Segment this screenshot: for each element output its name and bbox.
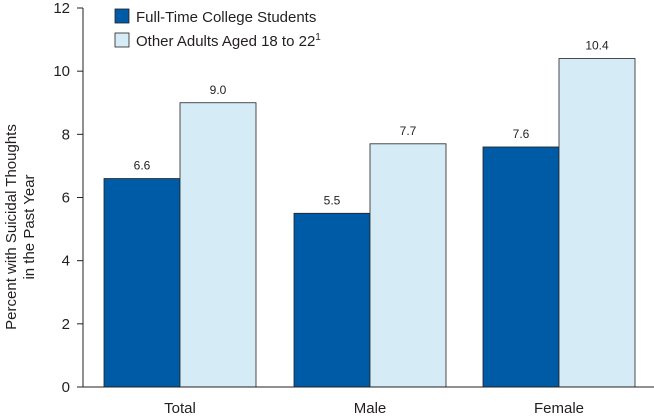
legend-swatch-other [114, 32, 130, 48]
y-tick-label: 8 [62, 126, 70, 143]
y-axis-title-line-2: in the Past Year [21, 174, 38, 279]
data-label: 7.7 [400, 124, 417, 138]
y-tick-label: 6 [62, 190, 70, 207]
legend-superscript: 1 [315, 32, 321, 43]
bar-total-series-2 [179, 102, 257, 388]
legend: Full-Time College Students Other Adults … [114, 8, 321, 50]
y-tick-label: 4 [62, 253, 70, 270]
bar-male-series-1 [293, 212, 371, 388]
y-tick-label: 2 [62, 316, 70, 333]
y-tick-label: 10 [53, 63, 70, 80]
data-label: 9.0 [210, 83, 227, 97]
bar-total-series-1 [103, 178, 181, 388]
x-axis-categories: Total Male Female [164, 400, 584, 417]
y-axis-title-line-1: Percent with Suicidal Thoughts [3, 124, 20, 330]
data-label: 10.4 [585, 39, 609, 53]
y-tick-label: 12 [53, 0, 70, 17]
bar-female-series-2 [558, 58, 636, 388]
data-label: 7.6 [513, 127, 530, 141]
bar-male-series-2 [369, 143, 447, 388]
bar-female-series-1 [482, 146, 560, 388]
bars [103, 58, 636, 388]
legend-swatch-college [114, 8, 130, 24]
x-category-label: Female [534, 400, 584, 417]
x-category-label: Total [164, 400, 196, 417]
data-label: 6.6 [134, 159, 151, 173]
data-label: 5.5 [324, 193, 341, 207]
data-labels: 6.6 9.0 5.5 7.7 7.6 10.4 [134, 39, 609, 208]
y-axis-title: Percent with Suicidal Thoughts in the Pa… [3, 124, 38, 330]
legend-label-college: Full-Time College Students [136, 9, 316, 26]
y-axis-ticks: 0 2 4 6 8 10 12 [53, 0, 83, 396]
axes [82, 8, 654, 388]
legend-label-other: Other Adults Aged 18 to 221 [136, 32, 321, 50]
y-tick-label: 0 [62, 379, 70, 396]
x-category-label: Male [354, 400, 387, 417]
legend-label-other-text: Other Adults Aged 18 to 22 [136, 33, 315, 50]
